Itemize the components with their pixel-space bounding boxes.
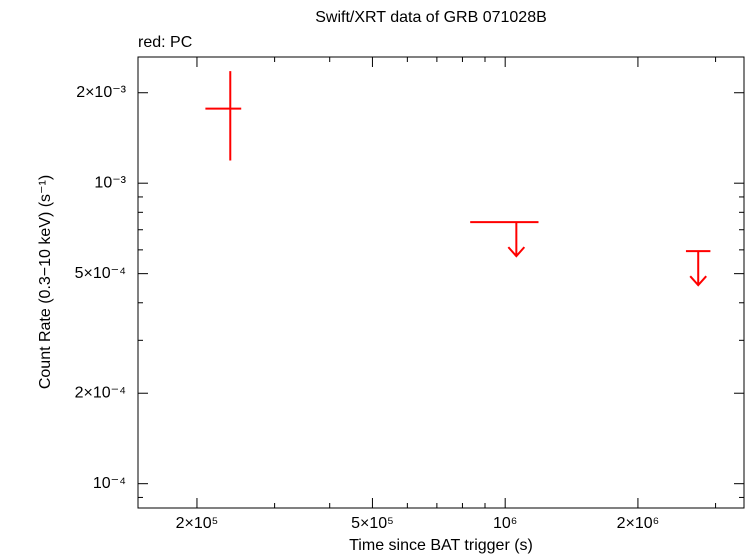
x-tick-label: 2×10⁶	[617, 515, 660, 532]
y-tick-label: 10⁻³	[94, 174, 126, 191]
y-tick-label: 2×10⁻³	[76, 84, 126, 101]
x-axis-label: Time since BAT trigger (s)	[349, 537, 533, 554]
y-tick-label: 10⁻⁴	[93, 475, 126, 492]
x-tick-label: 5×10⁵	[351, 515, 394, 532]
y-tick-label: 5×10⁻⁴	[75, 265, 126, 282]
chart-title: Swift/XRT data of GRB 071028B	[315, 9, 547, 26]
annotation: red: PC	[138, 34, 192, 51]
upper-limit-arrow	[689, 251, 707, 287]
plot-frame	[137, 56, 745, 509]
x-tick-label: 10⁶	[493, 515, 517, 532]
y-tick-label: 2×10⁻⁴	[75, 384, 126, 401]
upper-limit-arrow	[507, 222, 526, 258]
y-axis-label: Count Rate (0.3−10 keV) (s⁻¹)	[37, 175, 54, 389]
x-tick-label: 2×10⁵	[176, 515, 219, 532]
